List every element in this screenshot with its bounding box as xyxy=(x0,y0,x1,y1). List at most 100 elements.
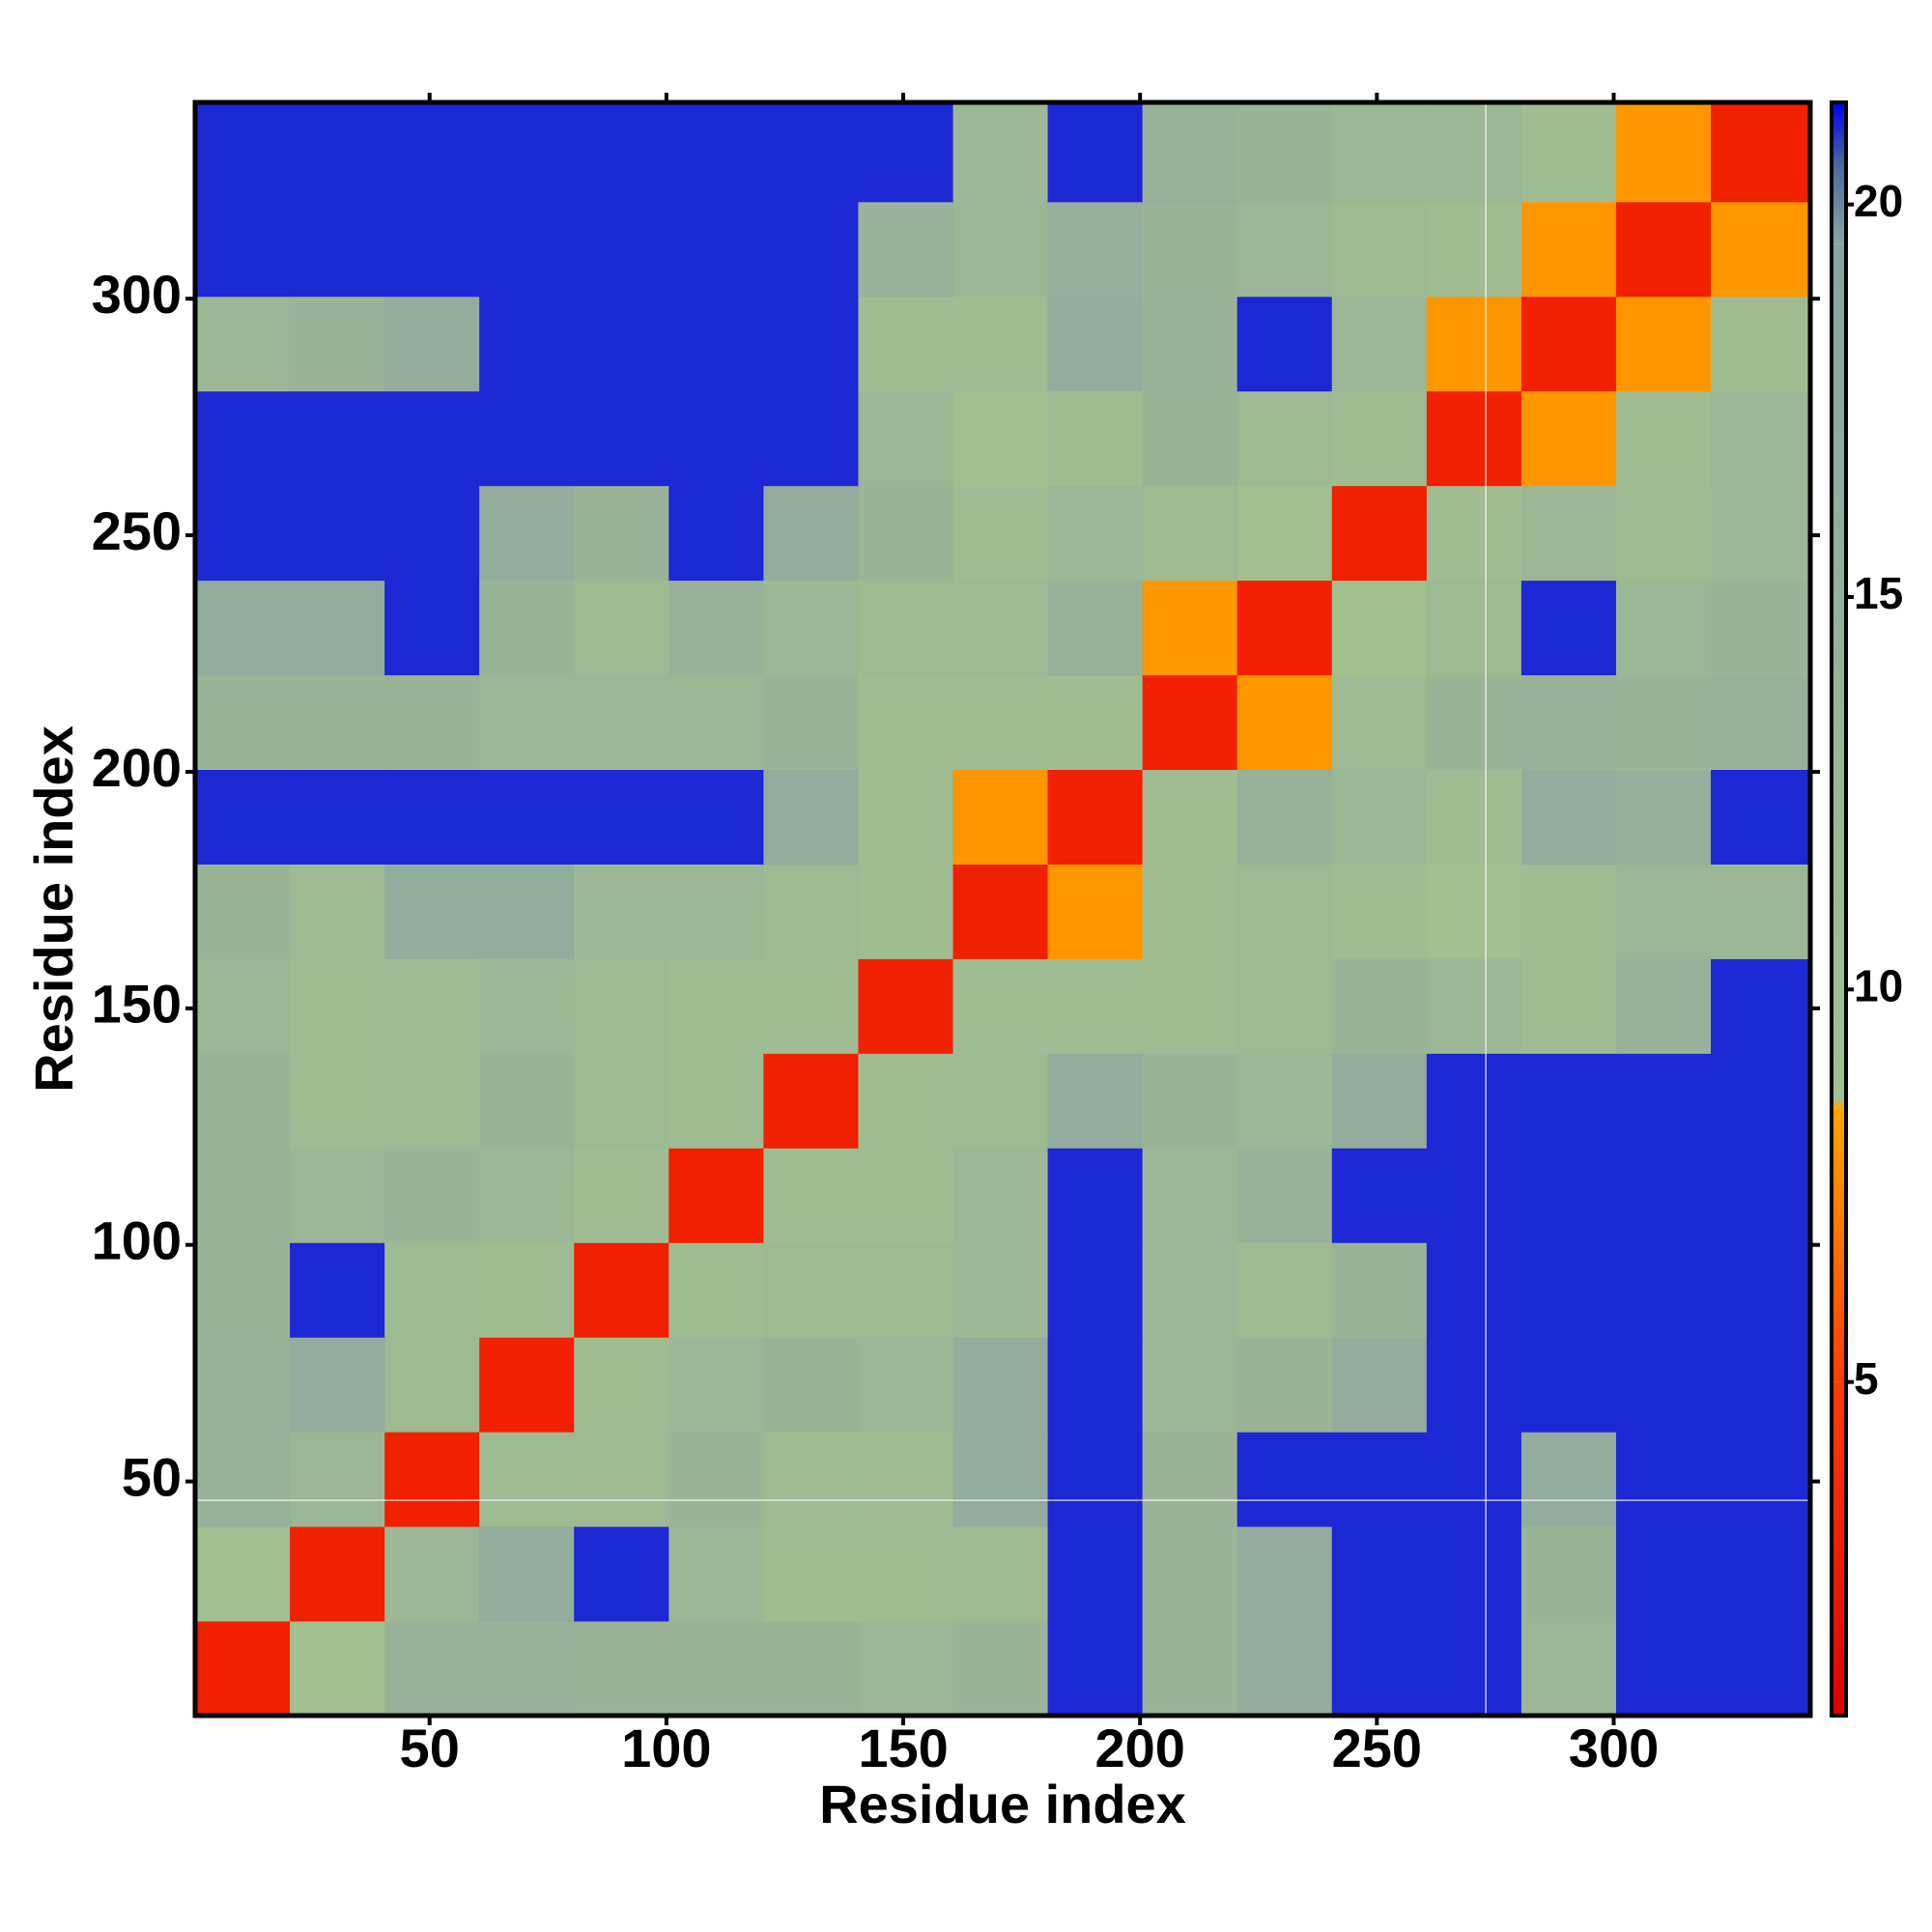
heatmap-cell xyxy=(1331,1337,1428,1433)
heatmap-cell xyxy=(1520,769,1617,865)
heatmap-cell xyxy=(479,390,575,487)
heatmap-cell xyxy=(1426,390,1522,487)
heatmap-cell xyxy=(668,1337,764,1433)
heatmap-cell xyxy=(763,485,859,582)
heatmap-cell xyxy=(1426,296,1522,392)
heatmap-cell xyxy=(952,580,1049,676)
heatmap-cell xyxy=(1331,769,1428,865)
heatmap-cell xyxy=(763,296,859,392)
heatmap-cell xyxy=(1047,296,1144,392)
heatmap-cell xyxy=(858,580,954,676)
heatmap-cell xyxy=(574,1242,669,1338)
x-tick-label: 300 xyxy=(1569,1718,1659,1778)
heatmap-cell xyxy=(1711,1621,1811,1717)
heatmap-cell xyxy=(668,769,764,865)
heatmap-cell xyxy=(195,1242,291,1338)
heatmap-cell xyxy=(952,958,1049,1054)
heatmap-cell xyxy=(1426,769,1522,865)
heatmap-cell xyxy=(1142,1621,1238,1717)
heatmap-cell xyxy=(1047,1526,1144,1622)
heatmap-cell xyxy=(1615,296,1712,392)
heatmap-cell xyxy=(1236,390,1333,487)
x-tick-label: 50 xyxy=(400,1718,460,1778)
heatmap-cell xyxy=(290,674,385,771)
x-tick-label: 100 xyxy=(621,1718,711,1778)
heatmap-cell xyxy=(952,769,1049,865)
heatmap-cell xyxy=(858,958,954,1054)
heatmap-cell xyxy=(1520,1053,1617,1149)
heatmap-cell xyxy=(195,485,291,582)
heatmap-cell xyxy=(1236,674,1333,771)
heatmap-cell xyxy=(384,485,480,582)
heatmap-cell xyxy=(384,390,480,487)
colorbar-tick-label: 15 xyxy=(1854,568,1903,618)
heatmap-cell xyxy=(195,201,291,298)
heatmap-cell xyxy=(1236,1432,1333,1527)
heatmap-cell xyxy=(1520,1526,1617,1622)
heatmap-cell xyxy=(384,1337,480,1433)
heatmap-cell xyxy=(952,674,1049,771)
heatmap-cell xyxy=(479,769,575,865)
heatmap-cell xyxy=(1520,1621,1617,1717)
heatmap-cell xyxy=(1426,1526,1522,1622)
heatmap-cell xyxy=(290,296,385,392)
heatmap-cell xyxy=(952,1053,1049,1149)
heatmap-cell xyxy=(1426,864,1522,959)
heatmap-cell xyxy=(290,1148,385,1243)
heatmap-cell xyxy=(1615,1148,1712,1243)
heatmap-cell xyxy=(1047,1148,1144,1243)
heatmap-cell xyxy=(1142,1148,1238,1243)
y-tick-label: 150 xyxy=(92,974,182,1035)
heatmap-cell xyxy=(858,201,954,298)
heatmap-cell xyxy=(290,580,385,676)
heatmap-cell xyxy=(290,1053,385,1149)
heatmap-cell xyxy=(1236,485,1333,582)
heatmap-cell xyxy=(1331,580,1428,676)
heatmap-cell xyxy=(384,958,480,1054)
colorbar-segment xyxy=(1832,165,1846,244)
heatmap-cell xyxy=(1520,580,1617,676)
heatmap-cell xyxy=(858,769,954,865)
x-tick-label: 200 xyxy=(1094,1718,1184,1778)
heatmap-cell xyxy=(1520,485,1617,582)
heatmap-cell xyxy=(1520,390,1617,487)
heatmap-cell xyxy=(290,102,385,203)
heatmap-cell xyxy=(1331,201,1428,298)
heatmap-cell xyxy=(668,1053,764,1149)
heatmap-cell xyxy=(384,201,480,298)
heatmap-cell xyxy=(384,674,480,771)
heatmap-cell xyxy=(1615,1337,1712,1433)
heatmap-cell xyxy=(1142,201,1238,298)
heatmap-cell xyxy=(290,1621,385,1717)
heatmap-cell xyxy=(1236,1621,1333,1717)
heatmap-cell xyxy=(384,296,480,392)
heatmap-cell xyxy=(479,485,575,582)
heatmap-cell xyxy=(384,1432,480,1527)
heatmap-cell xyxy=(479,1053,575,1149)
heatmap-cell xyxy=(763,864,859,959)
colorbar-segment xyxy=(1832,102,1846,166)
heatmap-cell xyxy=(1047,1432,1144,1527)
heatmap-cell xyxy=(1047,674,1144,771)
heatmap-cell xyxy=(858,1337,954,1433)
heatmap-cell xyxy=(1426,674,1522,771)
heatmap-cell xyxy=(952,1337,1049,1433)
heatmap-cell xyxy=(763,201,859,298)
heatmap-cell xyxy=(1142,390,1238,487)
heatmap-cell xyxy=(1711,958,1811,1054)
heatmap-cell xyxy=(1711,769,1811,865)
heatmap-cell xyxy=(858,1053,954,1149)
heatmap-cell xyxy=(1047,102,1144,203)
heatmap-cell xyxy=(479,201,575,298)
heatmap-cell xyxy=(668,1242,764,1338)
heatmap-cell xyxy=(1047,201,1144,298)
heatmap-cell xyxy=(574,201,669,298)
heatmap-cell xyxy=(574,769,669,865)
heatmap-cell xyxy=(1236,1526,1333,1622)
heatmap-cell xyxy=(763,674,859,771)
heatmap-cell xyxy=(574,1053,669,1149)
heatmap-cell xyxy=(858,674,954,771)
heatmap-cell xyxy=(1142,674,1238,771)
heatmap-cell xyxy=(1426,1621,1522,1717)
